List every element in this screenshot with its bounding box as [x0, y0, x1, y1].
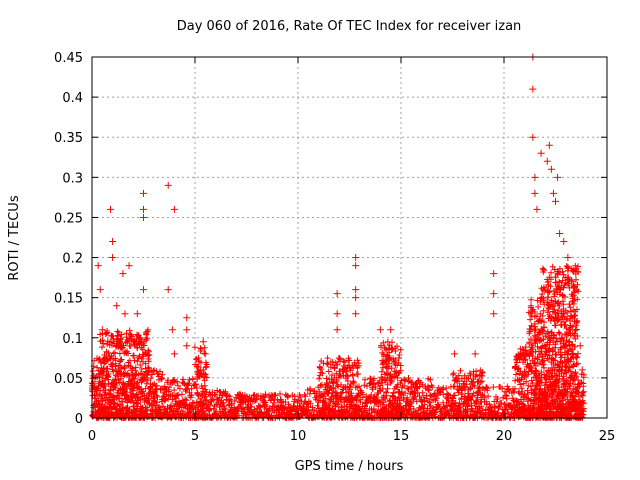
y-tick-label: 0.2: [62, 252, 83, 267]
y-tick-label: 0: [75, 412, 83, 427]
data-point: [545, 141, 553, 149]
data-point: [471, 350, 479, 358]
data-point: [531, 189, 539, 197]
data-point: [333, 290, 341, 298]
data-point: [576, 342, 584, 350]
data-point: [140, 189, 147, 197]
data-point: [113, 302, 121, 310]
data-point: [125, 262, 133, 270]
data-point: [531, 173, 539, 181]
data-point: [572, 318, 580, 326]
plot-frame: [91, 56, 608, 419]
data-point: [183, 314, 191, 322]
data-point: [529, 133, 537, 141]
data-point: [94, 262, 102, 270]
scatter-points: [94, 53, 586, 374]
y-tick-label: 0.1: [62, 332, 83, 347]
data-point: [352, 254, 360, 262]
y-axis-label: ROTI / TECUs: [7, 195, 22, 280]
data-point: [537, 149, 545, 157]
y-tick-label: 0.3: [62, 171, 83, 186]
data-point: [490, 270, 498, 278]
data-point: [549, 189, 557, 197]
data-point: [119, 270, 127, 278]
data-point: [109, 238, 117, 246]
x-tick-label: 10: [290, 429, 307, 444]
data-point: [333, 326, 341, 334]
data-point: [109, 254, 117, 262]
data-point: [552, 197, 559, 205]
data-point: [554, 173, 562, 181]
data-point: [578, 366, 586, 374]
data-point: [490, 290, 498, 298]
data-point: [529, 85, 537, 93]
axis-ticks: 0 5 10 15 20 25 0 0.05 0.1 0.15 0.2 0.25 0.3 0.35 0.4 0…: [54, 51, 615, 444]
data-point: [547, 165, 555, 173]
data-point: [387, 326, 395, 334]
data-point: [170, 350, 178, 358]
data-point: [107, 205, 115, 213]
data-point: [352, 286, 360, 294]
data-point: [490, 310, 498, 318]
data-point: [199, 338, 207, 346]
x-tick-label: 25: [599, 429, 616, 444]
data-point: [164, 286, 172, 294]
data-point: [533, 205, 541, 213]
chart-title: Day 060 of 2016, Rate Of TEC Index for r…: [177, 19, 522, 34]
data-point: [164, 181, 172, 189]
data-point: [352, 262, 360, 270]
data-point: [560, 238, 568, 246]
y-tick-label: 0.05: [54, 372, 83, 387]
data-point: [201, 350, 209, 358]
y-tick-label: 0.45: [54, 51, 83, 66]
data-point: [183, 326, 191, 334]
data-point: [333, 310, 341, 318]
data-point: [98, 326, 106, 334]
grid: [92, 57, 607, 418]
data-point: [140, 286, 147, 294]
data-point: [133, 310, 141, 318]
y-tick-label: 0.4: [62, 91, 83, 106]
data-point: [140, 205, 147, 213]
data-point: [183, 342, 191, 350]
x-tick-label: 20: [496, 429, 513, 444]
x-axis-label: GPS time / hours: [295, 459, 404, 474]
x-tick-label: 15: [393, 429, 410, 444]
y-tick-label: 0.25: [54, 211, 83, 226]
data-point: [96, 286, 104, 294]
y-tick-label: 0.35: [54, 131, 83, 146]
data-point: [568, 278, 576, 286]
data-point: [556, 229, 564, 237]
x-tick-label: 5: [191, 429, 199, 444]
data-point: [140, 213, 147, 221]
data-point: [564, 254, 572, 262]
data-point: [170, 205, 178, 213]
x-tick-label: 0: [88, 429, 96, 444]
data-point: [451, 350, 459, 358]
data-point: [168, 326, 176, 334]
y-tick-label: 0.15: [54, 292, 83, 307]
data-point: [121, 310, 129, 318]
data-point: [543, 157, 551, 165]
data-point: [352, 294, 360, 302]
data-point: [352, 310, 360, 318]
data-point: [376, 326, 384, 334]
